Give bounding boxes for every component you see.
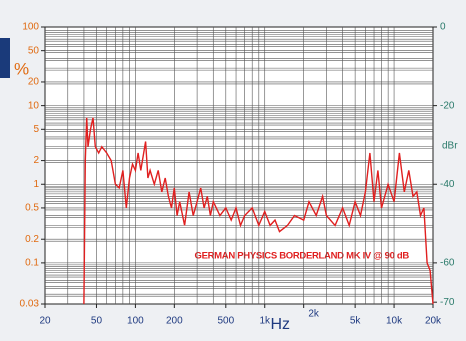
plot-area: [44, 26, 434, 305]
side-tab: [0, 38, 10, 78]
y2-tick-label: -40: [440, 179, 455, 190]
y-tick-label: 5: [33, 124, 39, 135]
y2-tick-label: 0: [440, 22, 446, 33]
y-tick-label: 50: [28, 45, 40, 56]
y-tick-label: 1: [33, 179, 39, 190]
y-tick-label: 100: [22, 22, 39, 33]
y-tick-label: 20: [28, 77, 40, 88]
x-tick-label: 2k: [308, 309, 320, 320]
x-tick-label: 20: [39, 316, 51, 327]
x-tick-label: 1k: [259, 316, 271, 327]
x-tick-label: 500: [217, 316, 234, 327]
y-tick-label: 2: [33, 155, 39, 166]
y2-axis-label: dBr: [442, 141, 458, 152]
y-axis-label: %: [14, 59, 29, 78]
x-tick-label: 50: [91, 316, 103, 327]
y-tick-label: 0.1: [25, 258, 39, 269]
annotation: GERMAN PHYSICS BORDERLAND MK IV @ 90 dB: [194, 251, 409, 262]
x-axis-label: Hz: [270, 316, 290, 333]
x-tick-label: 5k: [350, 316, 362, 327]
y2-tick-label: -70: [440, 297, 455, 308]
y2-tick-label: -20: [440, 100, 455, 111]
x-tick-label: 200: [166, 316, 183, 327]
x-tick-label: 100: [127, 316, 144, 327]
y-tick-label: 0.5: [25, 203, 39, 214]
y-tick-label: 0.03: [20, 299, 40, 310]
y-tick-label: 10: [28, 100, 40, 111]
x-tick-label: 10k: [386, 316, 403, 327]
y2-tick-label: -60: [440, 258, 455, 269]
y-tick-label: 0.2: [25, 234, 39, 245]
x-tick-label: 20k: [425, 316, 442, 327]
data-line: [83, 117, 434, 305]
